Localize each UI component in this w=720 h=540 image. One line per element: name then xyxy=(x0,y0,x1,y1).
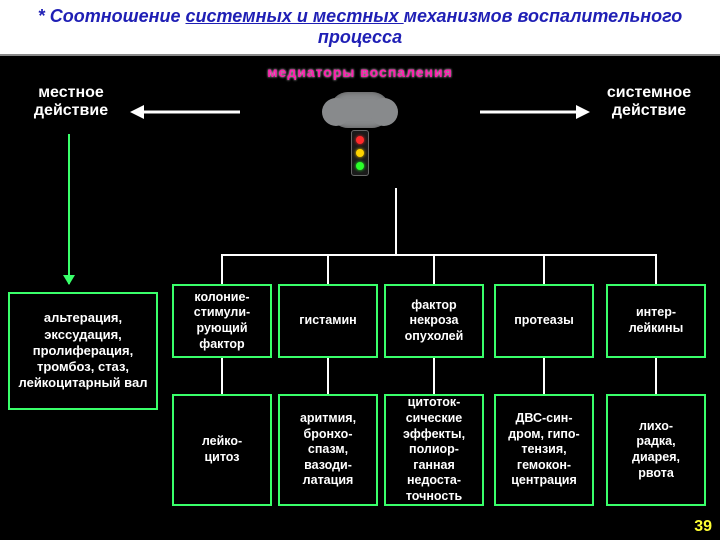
effect-box: лейко- цитоз xyxy=(172,394,272,506)
systemic-action-label: системное действие xyxy=(594,84,704,120)
effect-box: лихо- радка, диарея, рвота xyxy=(606,394,706,506)
tree-drop xyxy=(327,358,329,394)
tree-drop xyxy=(221,254,223,284)
cloud-icon xyxy=(330,92,390,128)
tree-drop xyxy=(433,254,435,284)
top-row: местное действие медиаторы воспаления си… xyxy=(0,84,720,194)
center-icon xyxy=(320,92,400,176)
mediator-box: интер- лейкины xyxy=(606,284,706,358)
effect-box: цитоток- сические эффекты, полиор- ганна… xyxy=(384,394,484,506)
mediator-box: протеазы xyxy=(494,284,594,358)
mediator-box: гистамин xyxy=(278,284,378,358)
tree-hbar xyxy=(222,254,656,256)
tree-drop xyxy=(543,254,545,284)
traffic-light-icon xyxy=(351,130,369,176)
tree-drop xyxy=(433,358,435,394)
arrow-down-local xyxy=(68,134,70,284)
arrow-left xyxy=(130,102,250,104)
arrow-right xyxy=(470,102,590,104)
tree-trunk xyxy=(395,188,397,254)
tree-drop xyxy=(327,254,329,284)
arc-label: медиаторы воспаления xyxy=(267,64,453,80)
local-effects-box: альтерация, экссудация, пролиферация, тр… xyxy=(8,292,158,410)
local-action-label: местное действие xyxy=(16,84,126,120)
tree-drop xyxy=(655,254,657,284)
effect-box: аритмия, бронхо- спазм, вазоди- латация xyxy=(278,394,378,506)
tree-drop xyxy=(655,358,657,394)
page-title: * Соотношение системных и местных механи… xyxy=(12,6,708,48)
page-number: 39 xyxy=(694,518,712,536)
mediator-box: колоние- стимули- рующий фактор xyxy=(172,284,272,358)
tree-drop xyxy=(543,358,545,394)
effect-box: ДВС-син- дром, гипо- тензия, гемокон- це… xyxy=(494,394,594,506)
mediator-box: фактор некроза опухолей xyxy=(384,284,484,358)
title-bar: * Соотношение системных и местных механи… xyxy=(0,0,720,56)
tree-drop xyxy=(221,358,223,394)
title-asterisk: * xyxy=(38,6,50,26)
